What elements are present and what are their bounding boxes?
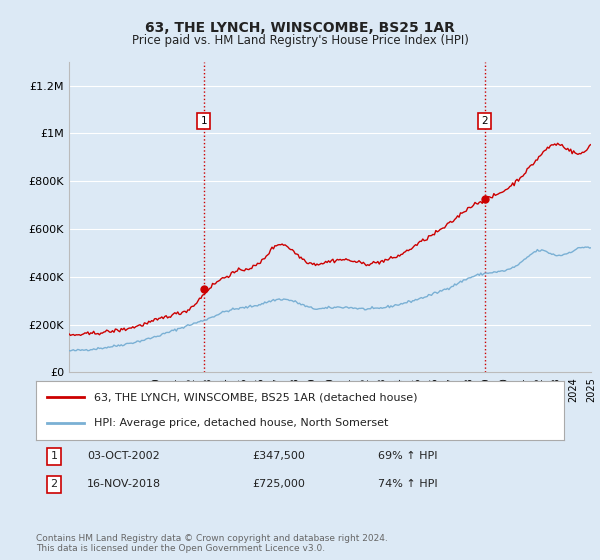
Text: 2: 2 (481, 116, 488, 127)
Text: 03-OCT-2002: 03-OCT-2002 (87, 451, 160, 461)
Text: 1: 1 (50, 451, 58, 461)
Text: 69% ↑ HPI: 69% ↑ HPI (378, 451, 437, 461)
Text: HPI: Average price, detached house, North Somerset: HPI: Average price, detached house, Nort… (94, 418, 388, 428)
Text: £725,000: £725,000 (252, 479, 305, 489)
Text: £347,500: £347,500 (252, 451, 305, 461)
Text: 2: 2 (50, 479, 58, 489)
Text: Contains HM Land Registry data © Crown copyright and database right 2024.
This d: Contains HM Land Registry data © Crown c… (36, 534, 388, 553)
Text: Price paid vs. HM Land Registry's House Price Index (HPI): Price paid vs. HM Land Registry's House … (131, 34, 469, 46)
Text: 1: 1 (200, 116, 207, 127)
Text: 63, THE LYNCH, WINSCOMBE, BS25 1AR: 63, THE LYNCH, WINSCOMBE, BS25 1AR (145, 21, 455, 35)
Text: 16-NOV-2018: 16-NOV-2018 (87, 479, 161, 489)
Text: 74% ↑ HPI: 74% ↑ HPI (378, 479, 437, 489)
Text: 63, THE LYNCH, WINSCOMBE, BS25 1AR (detached house): 63, THE LYNCH, WINSCOMBE, BS25 1AR (deta… (94, 392, 418, 402)
